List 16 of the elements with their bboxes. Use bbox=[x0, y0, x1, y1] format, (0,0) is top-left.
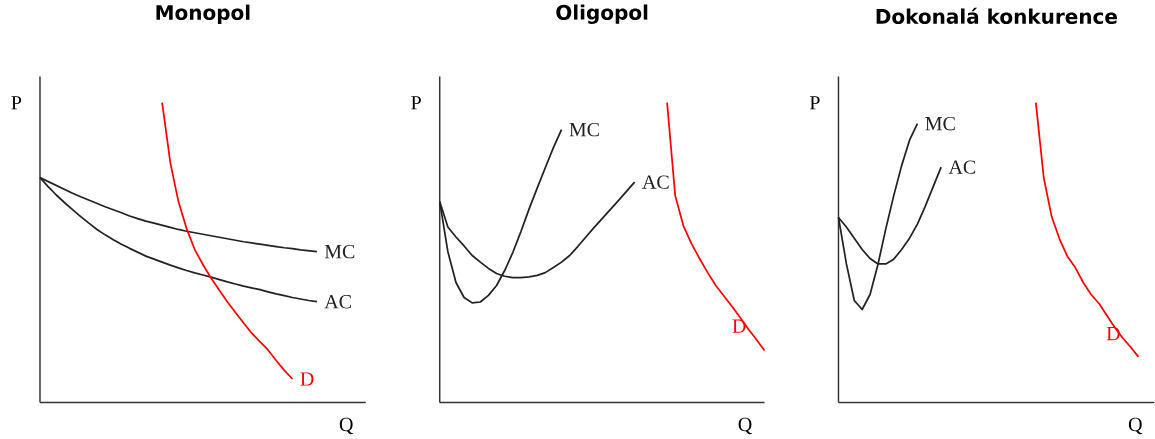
y-axis-title: P bbox=[11, 96, 22, 110]
series-label: MC bbox=[925, 117, 955, 131]
chart-title: Dokonalá konkurence bbox=[876, 7, 1117, 25]
y-axis-title: P bbox=[411, 96, 421, 110]
x-axis-title: Q bbox=[738, 417, 752, 435]
series-label: AC bbox=[324, 295, 351, 309]
chart-title: Monopol bbox=[156, 4, 250, 25]
x-axis-title: Q bbox=[339, 417, 354, 435]
series-label: MC bbox=[324, 245, 355, 259]
series-label: AC bbox=[642, 175, 669, 189]
y-axis-title: P bbox=[809, 96, 820, 110]
chart-title: Oligopol bbox=[556, 4, 648, 25]
series-label: AC bbox=[948, 160, 976, 174]
series-label: MC bbox=[569, 123, 599, 137]
x-axis-title: Q bbox=[1128, 417, 1143, 435]
series-label: D bbox=[300, 372, 314, 386]
